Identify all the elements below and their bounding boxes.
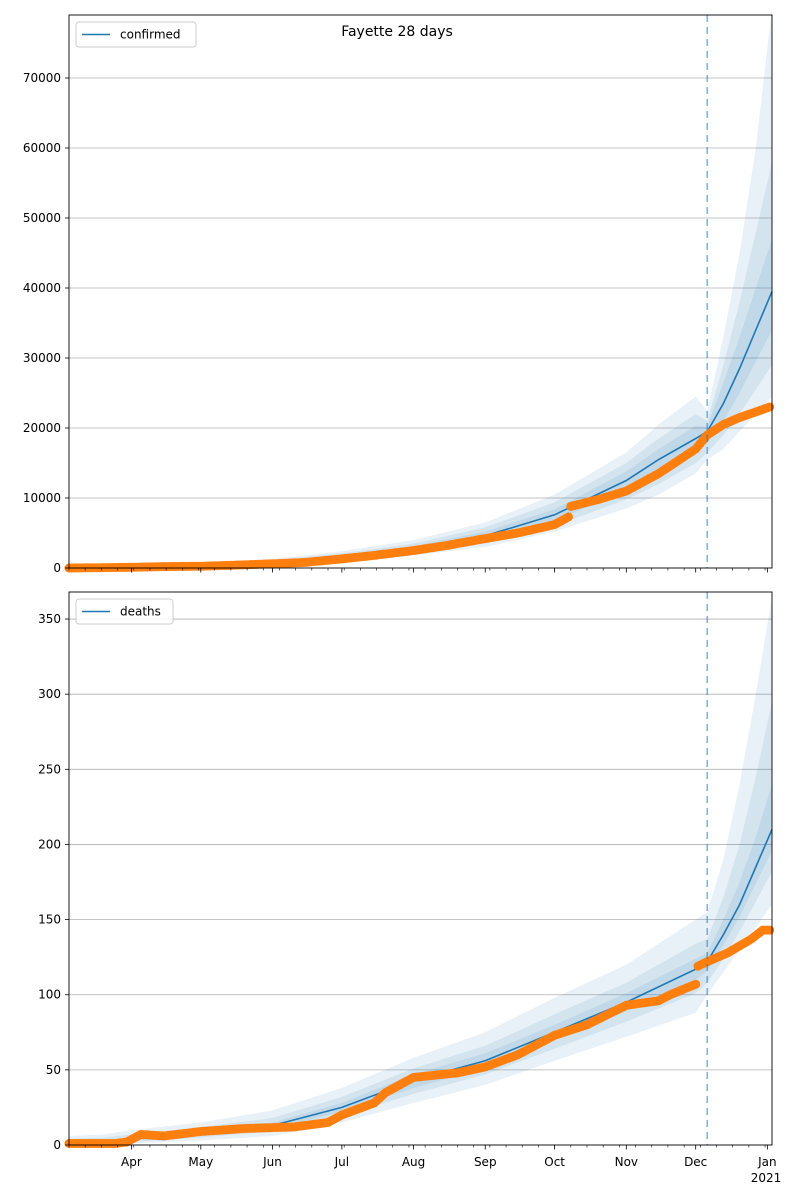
deaths-legend[interactable]: deaths — [75, 598, 174, 625]
y-tick-label: 50000 — [23, 211, 61, 225]
y-tick-label: 70000 — [23, 71, 61, 85]
x-tick-label: Sep — [474, 1155, 497, 1169]
axes-frame — [68, 14, 773, 569]
y-tick-label: 250 — [38, 762, 61, 776]
x-tick-label: Jul — [334, 1155, 349, 1169]
y-tick-label: 100 — [38, 988, 61, 1002]
y-tick-label: 0 — [53, 561, 61, 575]
confirmed-panel: 0 10000 20000 30000 40000 50000 60000 70000 con… — [23, 8, 775, 575]
y-tick-label: 150 — [38, 913, 61, 927]
deaths-axes — [68, 591, 773, 1146]
y-tick-label: 350 — [38, 612, 61, 626]
chart-title: Fayette 28 days — [341, 24, 453, 40]
x-tick-label: Jun — [262, 1155, 282, 1169]
deaths-panel: 0 50 100 150 200 250 300 350 Apr May Jun Jul Aug Sep… — [38, 591, 782, 1185]
y-tick-label: 40000 — [23, 281, 61, 295]
y-tick-label: 10000 — [23, 491, 61, 505]
deaths-gridlines — [69, 618, 772, 1071]
x-tick-label: Apr — [121, 1155, 142, 1169]
y-tick-label: 60000 — [23, 141, 61, 155]
x-tick-label: Nov — [615, 1155, 638, 1169]
x-tick-label: Oct — [544, 1155, 565, 1169]
y-tick-label: 0 — [53, 1138, 61, 1152]
legend-box — [75, 598, 174, 625]
observed-point — [765, 925, 775, 935]
confirmed-legend[interactable]: confirmed — [75, 21, 197, 48]
confirmed-gridlines — [69, 77, 772, 499]
legend-label-confirmed: confirmed — [120, 28, 181, 42]
confirmed-axes — [68, 14, 773, 569]
uncertainty-band-0 — [69, 596, 772, 1145]
x-tick-label: Aug — [402, 1155, 425, 1169]
observed-point — [765, 402, 775, 412]
confirmed-y-ticks: 0 10000 20000 30000 40000 50000 60000 70000 — [23, 71, 69, 575]
y-tick-label: 200 — [38, 837, 61, 851]
legend-box — [75, 21, 197, 48]
y-tick-label: 300 — [38, 687, 61, 701]
y-tick-label: 30000 — [23, 351, 61, 365]
legend-label-deaths: deaths — [120, 605, 161, 619]
y-tick-label: 50 — [46, 1063, 61, 1077]
observed-point — [564, 512, 573, 522]
deaths-y-ticks: 0 50 100 150 200 250 300 350 — [38, 612, 69, 1152]
x-tick-label: Dec — [684, 1155, 707, 1169]
x-tick-label: Jan — [757, 1155, 777, 1169]
x-tick-label: May — [188, 1155, 213, 1169]
deaths-x-ticks: Apr May Jun Jul Aug Sep Oct Nov Dec Jan — [68, 1145, 777, 1169]
y-tick-label: 20000 — [23, 421, 61, 435]
confirmed-x-ticks — [68, 568, 768, 573]
axes-frame — [68, 591, 773, 1146]
observed-point — [691, 979, 701, 989]
year-label: 2021 — [751, 1171, 782, 1185]
